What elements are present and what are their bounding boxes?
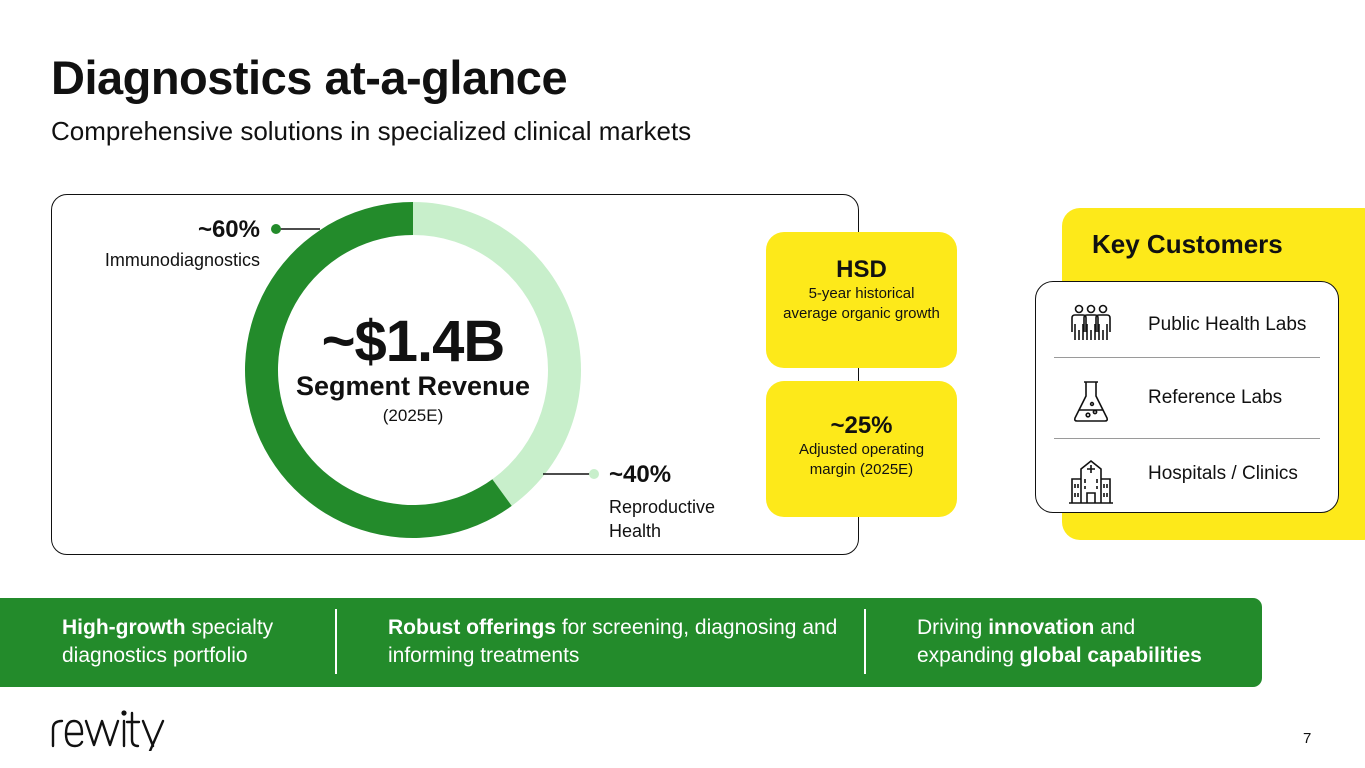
growth-metric-value: HSD [836, 256, 887, 283]
margin-metric-value: ~25% [830, 412, 893, 439]
highlight-growth: High-growth specialty diagnostics portfo… [62, 616, 274, 667]
slide-title: Diagnostics at-a-glance [51, 51, 568, 104]
people-group-icon [1071, 304, 1111, 340]
list-item: Hospitals / Clinics [1054, 439, 1320, 515]
repro-category-label: Reproductive Health [609, 497, 716, 541]
margin-metric-box: ~25% Adjusted operating margin (2025E) [766, 381, 957, 517]
segment-revenue-value: ~$1.4B [321, 309, 506, 374]
customer-label: Hospitals / Clinics [1148, 463, 1298, 484]
highlight-innovation: Driving innovation and expanding global … [917, 616, 1202, 667]
highlights-band: High-growth specialty diagnostics portfo… [0, 598, 1262, 687]
hospital-icon [1069, 459, 1113, 504]
key-customers-title: Key Customers [1092, 229, 1283, 259]
segment-revenue-card [51, 194, 859, 555]
repro-slice [413, 202, 581, 506]
immuno-slice [245, 202, 512, 538]
segment-revenue-label: Segment Revenue [295, 371, 531, 401]
list-item: Reference Labs [1054, 358, 1320, 439]
repro-leader-dot [589, 469, 599, 479]
key-customers-list: Public Health Labs Reference Labs Hospit… [1035, 281, 1339, 513]
customer-label: Public Health Labs [1148, 314, 1307, 335]
segment-revenue-year: (2025E) [382, 406, 444, 425]
margin-metric-label: Adjusted operating margin (2025E) [798, 441, 925, 478]
immuno-category-label: Immunodiagnostics [104, 250, 260, 270]
customer-label: Reference Labs [1148, 387, 1283, 408]
immuno-leader-dot [271, 224, 281, 234]
list-item: Public Health Labs [1054, 282, 1320, 358]
lab-flask-icon [1073, 381, 1109, 422]
highlight-offerings: Robust offerings for screening, diagnosi… [388, 616, 838, 667]
slide-subtitle: Comprehensive solutions in specialized c… [51, 116, 692, 146]
growth-metric-label: 5-year historical average organic growth [783, 285, 940, 322]
repro-percent-label: ~40% [609, 461, 672, 488]
revvity-logo [51, 710, 165, 751]
page-number: 7 [1303, 730, 1312, 747]
highlight-divider [864, 609, 866, 674]
growth-metric-box: HSD 5-year historical average organic gr… [766, 232, 957, 368]
immuno-percent-label: ~60% [197, 216, 260, 243]
highlight-divider [335, 609, 337, 674]
